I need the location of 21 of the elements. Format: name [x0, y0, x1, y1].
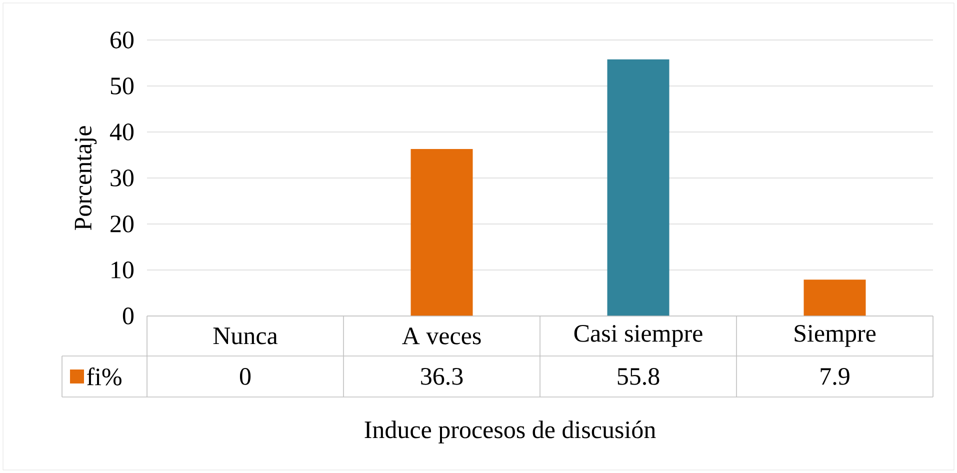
bar — [607, 59, 670, 316]
data-label: 36.3 — [421, 368, 463, 385]
x-axis-title: Induce procesos de discusión — [364, 420, 656, 444]
legend-label: fi% — [86, 368, 122, 386]
y-axis-title: Porcentaje — [74, 126, 97, 230]
data-label: 0 — [240, 368, 251, 385]
y-tick-label: 40 — [110, 124, 134, 140]
data-label: 7.9 — [820, 368, 850, 385]
y-tick-label: 50 — [110, 78, 134, 94]
x-tick-label: Casi siempre — [574, 325, 702, 347]
x-tick-label: A veces — [402, 328, 481, 344]
bar — [410, 149, 473, 316]
x-tick-label: Nunca — [213, 328, 278, 344]
bar — [804, 280, 866, 316]
y-tick-label: 10 — [112, 262, 134, 278]
y-tick-label: 0 — [122, 308, 134, 324]
data-label: 55.8 — [618, 368, 660, 385]
y-tick-label: 60 — [110, 32, 134, 48]
y-tick-label: 30 — [110, 170, 134, 186]
y-tick-label: 20 — [110, 216, 134, 232]
x-tick-label: Siempre — [794, 325, 876, 347]
